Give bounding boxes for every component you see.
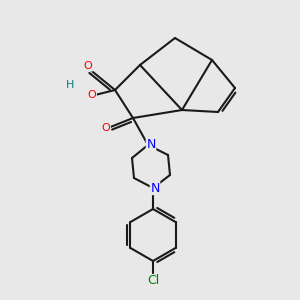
Text: O: O	[84, 61, 92, 71]
Text: Cl: Cl	[147, 274, 159, 287]
Text: O: O	[88, 90, 96, 100]
Text: O: O	[102, 123, 110, 133]
Text: N: N	[150, 182, 160, 194]
Text: H: H	[66, 80, 74, 90]
Text: N: N	[146, 139, 156, 152]
